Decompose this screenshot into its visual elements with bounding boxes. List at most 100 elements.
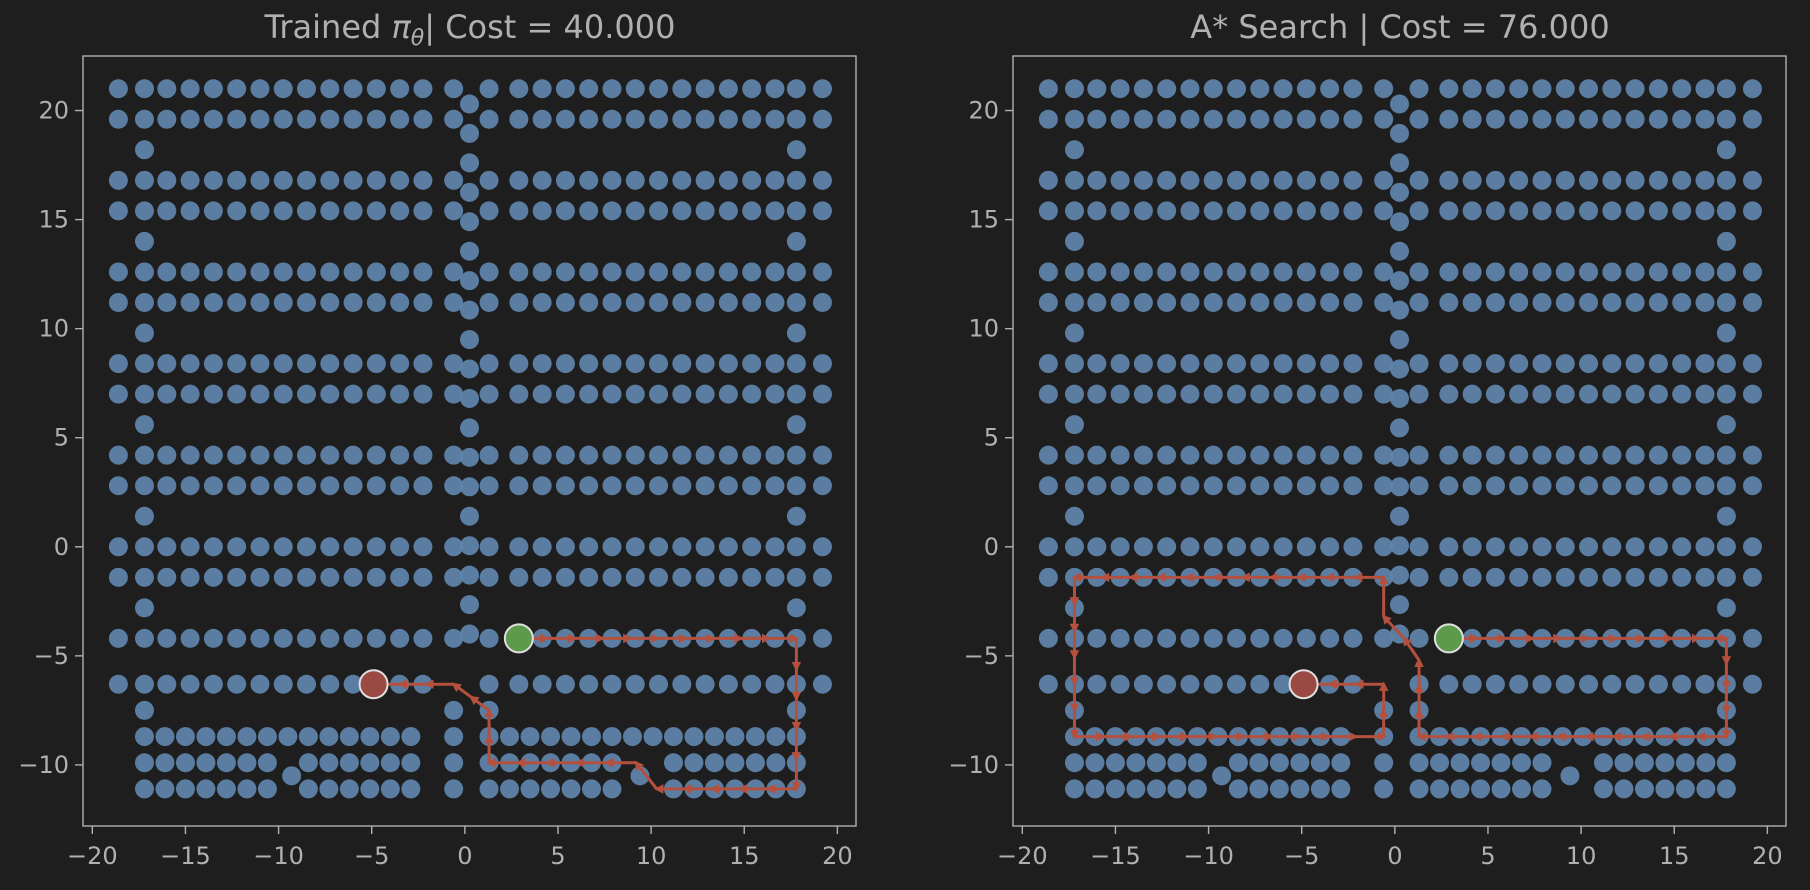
graph-node [1273,628,1293,648]
graph-node [812,674,832,694]
graph-node [1602,445,1622,465]
graph-node [812,109,832,129]
graph-node [390,567,410,587]
graph-node [1343,109,1363,129]
graph-node [649,109,669,129]
graph-node [1560,766,1580,786]
graph-node [579,445,599,465]
graph-node [672,201,692,221]
graph-node [257,779,277,799]
graph-node [1716,140,1736,160]
graph-node [1133,170,1153,190]
graph-node [1532,262,1552,282]
graph-node [579,170,599,190]
graph-node [1290,779,1310,799]
graph-node [413,262,433,282]
graph-node [1742,292,1762,312]
graph-node [1716,201,1736,221]
graph-node [108,262,128,282]
graph-node [1390,536,1409,556]
graph-node [602,109,622,129]
graph-node [273,537,293,557]
graph-node [1296,384,1316,404]
graph-node [1579,170,1599,190]
graph-node [1110,674,1130,694]
graph-node [108,79,128,99]
graph-node [672,262,692,282]
graph-node [1374,537,1394,557]
x-tick-label: 20 [822,842,853,870]
graph-node [237,727,257,747]
graph-node [1180,476,1200,496]
graph-node [672,445,692,465]
graph-node [1695,79,1715,99]
graph-node [695,674,715,694]
graph-node [1110,201,1130,221]
graph-node [649,384,669,404]
graph-node [1110,262,1130,282]
graph-node [695,109,715,129]
graph-node [672,537,692,557]
graph-node [1485,674,1505,694]
graph-node [413,109,433,129]
graph-node [1167,779,1187,799]
graph-node [479,779,499,799]
graph-node [343,537,363,557]
graph-node [1273,354,1293,374]
graph-node [1087,292,1107,312]
graph-node [444,628,464,648]
graph-node [366,170,386,190]
graph-node [532,262,552,282]
graph-node [250,79,270,99]
graph-node [1250,445,1270,465]
graph-node [273,354,293,374]
graph-node [1742,476,1762,496]
graph-node [227,384,247,404]
graph-node [1390,477,1409,497]
graph-node [812,628,832,648]
graph-node [649,476,669,496]
graph-node [1509,201,1529,221]
graph-node [1390,447,1409,467]
y-tick-label: 5 [984,424,999,452]
graph-node [1430,779,1450,799]
graph-node [718,384,738,404]
graph-node [1273,537,1293,557]
graph-node [1509,292,1529,312]
graph-node [1742,628,1762,648]
graph-node [273,201,293,221]
graph-node [1532,537,1552,557]
graph-node [649,445,669,465]
graph-node [257,727,277,747]
graph-node [157,201,177,221]
graph-node [509,445,529,465]
chart-panel-a-star: A* Search | Cost = 76.000 −20 −15 −10 −5 0 5 1… [948,8,1787,870]
graph-node [786,445,806,465]
graph-node [1038,201,1058,221]
graph-node [532,476,552,496]
graph-node [157,628,177,648]
graph-node [134,262,154,282]
graph-node [812,170,832,190]
graph-node [1409,79,1429,99]
graph-node [1320,170,1340,190]
graph-node [1227,445,1247,465]
graph-node [1133,537,1153,557]
graph-node [320,262,340,282]
graph-node [1157,262,1177,282]
graph-node [216,779,236,799]
graph-node [343,292,363,312]
graph-node [1485,354,1505,374]
graph-node [320,354,340,374]
x-tick-label: 5 [550,842,565,870]
graph-node [1439,262,1459,282]
x-tick-label: −10 [1183,842,1234,870]
graph-node [180,445,200,465]
graph-node [1409,384,1429,404]
graph-node [155,753,175,773]
graph-node [1203,476,1223,496]
graph-node [695,445,715,465]
graph-node [1064,201,1084,221]
graph-node [1579,674,1599,694]
